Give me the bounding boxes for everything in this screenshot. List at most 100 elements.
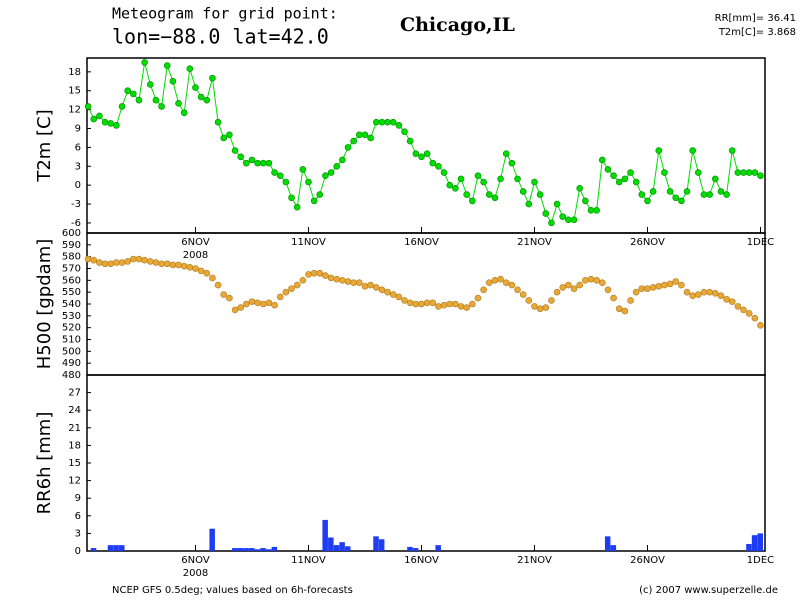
point: [175, 261, 182, 269]
point: [271, 169, 278, 176]
y-tick-label: 24: [68, 405, 81, 416]
bar: [333, 545, 340, 551]
point: [237, 304, 244, 311]
point: [582, 197, 589, 205]
point: [491, 277, 499, 284]
point: [717, 292, 725, 300]
point: [310, 197, 318, 205]
point: [689, 292, 696, 300]
point: [322, 172, 329, 180]
point: [384, 118, 391, 126]
point: [209, 274, 216, 282]
point: [356, 131, 363, 139]
point: [243, 300, 250, 308]
y-tick-label: 15: [68, 458, 81, 469]
point: [497, 175, 504, 183]
point: [548, 297, 555, 304]
point: [661, 281, 668, 289]
x-tick-label: 21NOV: [517, 555, 552, 566]
point: [135, 96, 143, 104]
y-tick-label: 3: [75, 528, 81, 539]
y-axis-label: T2m [C]: [34, 109, 55, 182]
point: [615, 305, 623, 313]
point: [485, 191, 493, 198]
bar: [373, 536, 379, 551]
point: [197, 267, 205, 275]
point: [141, 59, 148, 66]
point: [101, 118, 109, 126]
point: [209, 74, 216, 82]
point: [220, 134, 228, 142]
bar: [407, 546, 413, 551]
point: [124, 87, 131, 95]
point: [632, 178, 640, 186]
point: [130, 255, 137, 263]
point: [666, 188, 674, 195]
point: [610, 294, 617, 302]
point: [740, 169, 747, 176]
x-tick-label: 16NOV: [404, 237, 439, 248]
point: [361, 131, 369, 139]
point: [474, 294, 482, 302]
bar: [209, 528, 215, 551]
point: [548, 219, 555, 227]
point: [384, 288, 391, 296]
point: [711, 175, 719, 183]
bar: [746, 543, 752, 551]
bar: [260, 548, 266, 551]
point: [457, 175, 465, 183]
point: [700, 191, 708, 198]
point: [169, 77, 177, 85]
point: [678, 197, 685, 205]
y-tick-label: 6: [75, 142, 81, 153]
bar: [751, 535, 758, 551]
point: [248, 298, 256, 305]
point: [627, 297, 634, 304]
y-tick-label: -6: [71, 218, 81, 229]
point: [440, 301, 448, 309]
point: [310, 269, 318, 277]
point: [638, 285, 646, 292]
point: [231, 306, 239, 314]
y-axis-label: H500 [gpdam]: [34, 239, 55, 370]
x-tick-label: 1DEC: [747, 237, 774, 248]
point: [621, 307, 629, 315]
point: [661, 169, 668, 176]
point: [683, 288, 691, 296]
point: [135, 255, 143, 263]
point: [463, 191, 470, 198]
location: Chicago,IL: [400, 14, 515, 36]
stat: RR[mm]= 36.41: [715, 13, 796, 24]
point: [344, 278, 352, 285]
point: [282, 288, 290, 296]
point: [723, 295, 730, 303]
point: [243, 159, 250, 167]
point: [101, 260, 109, 268]
point: [446, 181, 454, 189]
point: [655, 282, 663, 290]
point: [259, 159, 267, 167]
point: [84, 255, 92, 263]
point: [576, 281, 583, 289]
point: [203, 269, 211, 277]
point: [615, 178, 623, 186]
point: [435, 303, 442, 310]
point: [180, 262, 188, 270]
point: [107, 120, 115, 127]
stat: T2m[C]= 3.868: [718, 27, 796, 38]
point: [525, 297, 533, 304]
point: [604, 166, 612, 173]
point: [152, 96, 160, 104]
point: [491, 194, 499, 202]
bar: [610, 545, 617, 551]
point: [565, 216, 572, 224]
point: [226, 294, 233, 302]
bar: [119, 545, 125, 551]
point: [180, 109, 188, 117]
point: [305, 271, 312, 278]
point: [570, 285, 578, 292]
point: [644, 285, 651, 292]
point: [163, 62, 171, 69]
point: [536, 305, 544, 313]
